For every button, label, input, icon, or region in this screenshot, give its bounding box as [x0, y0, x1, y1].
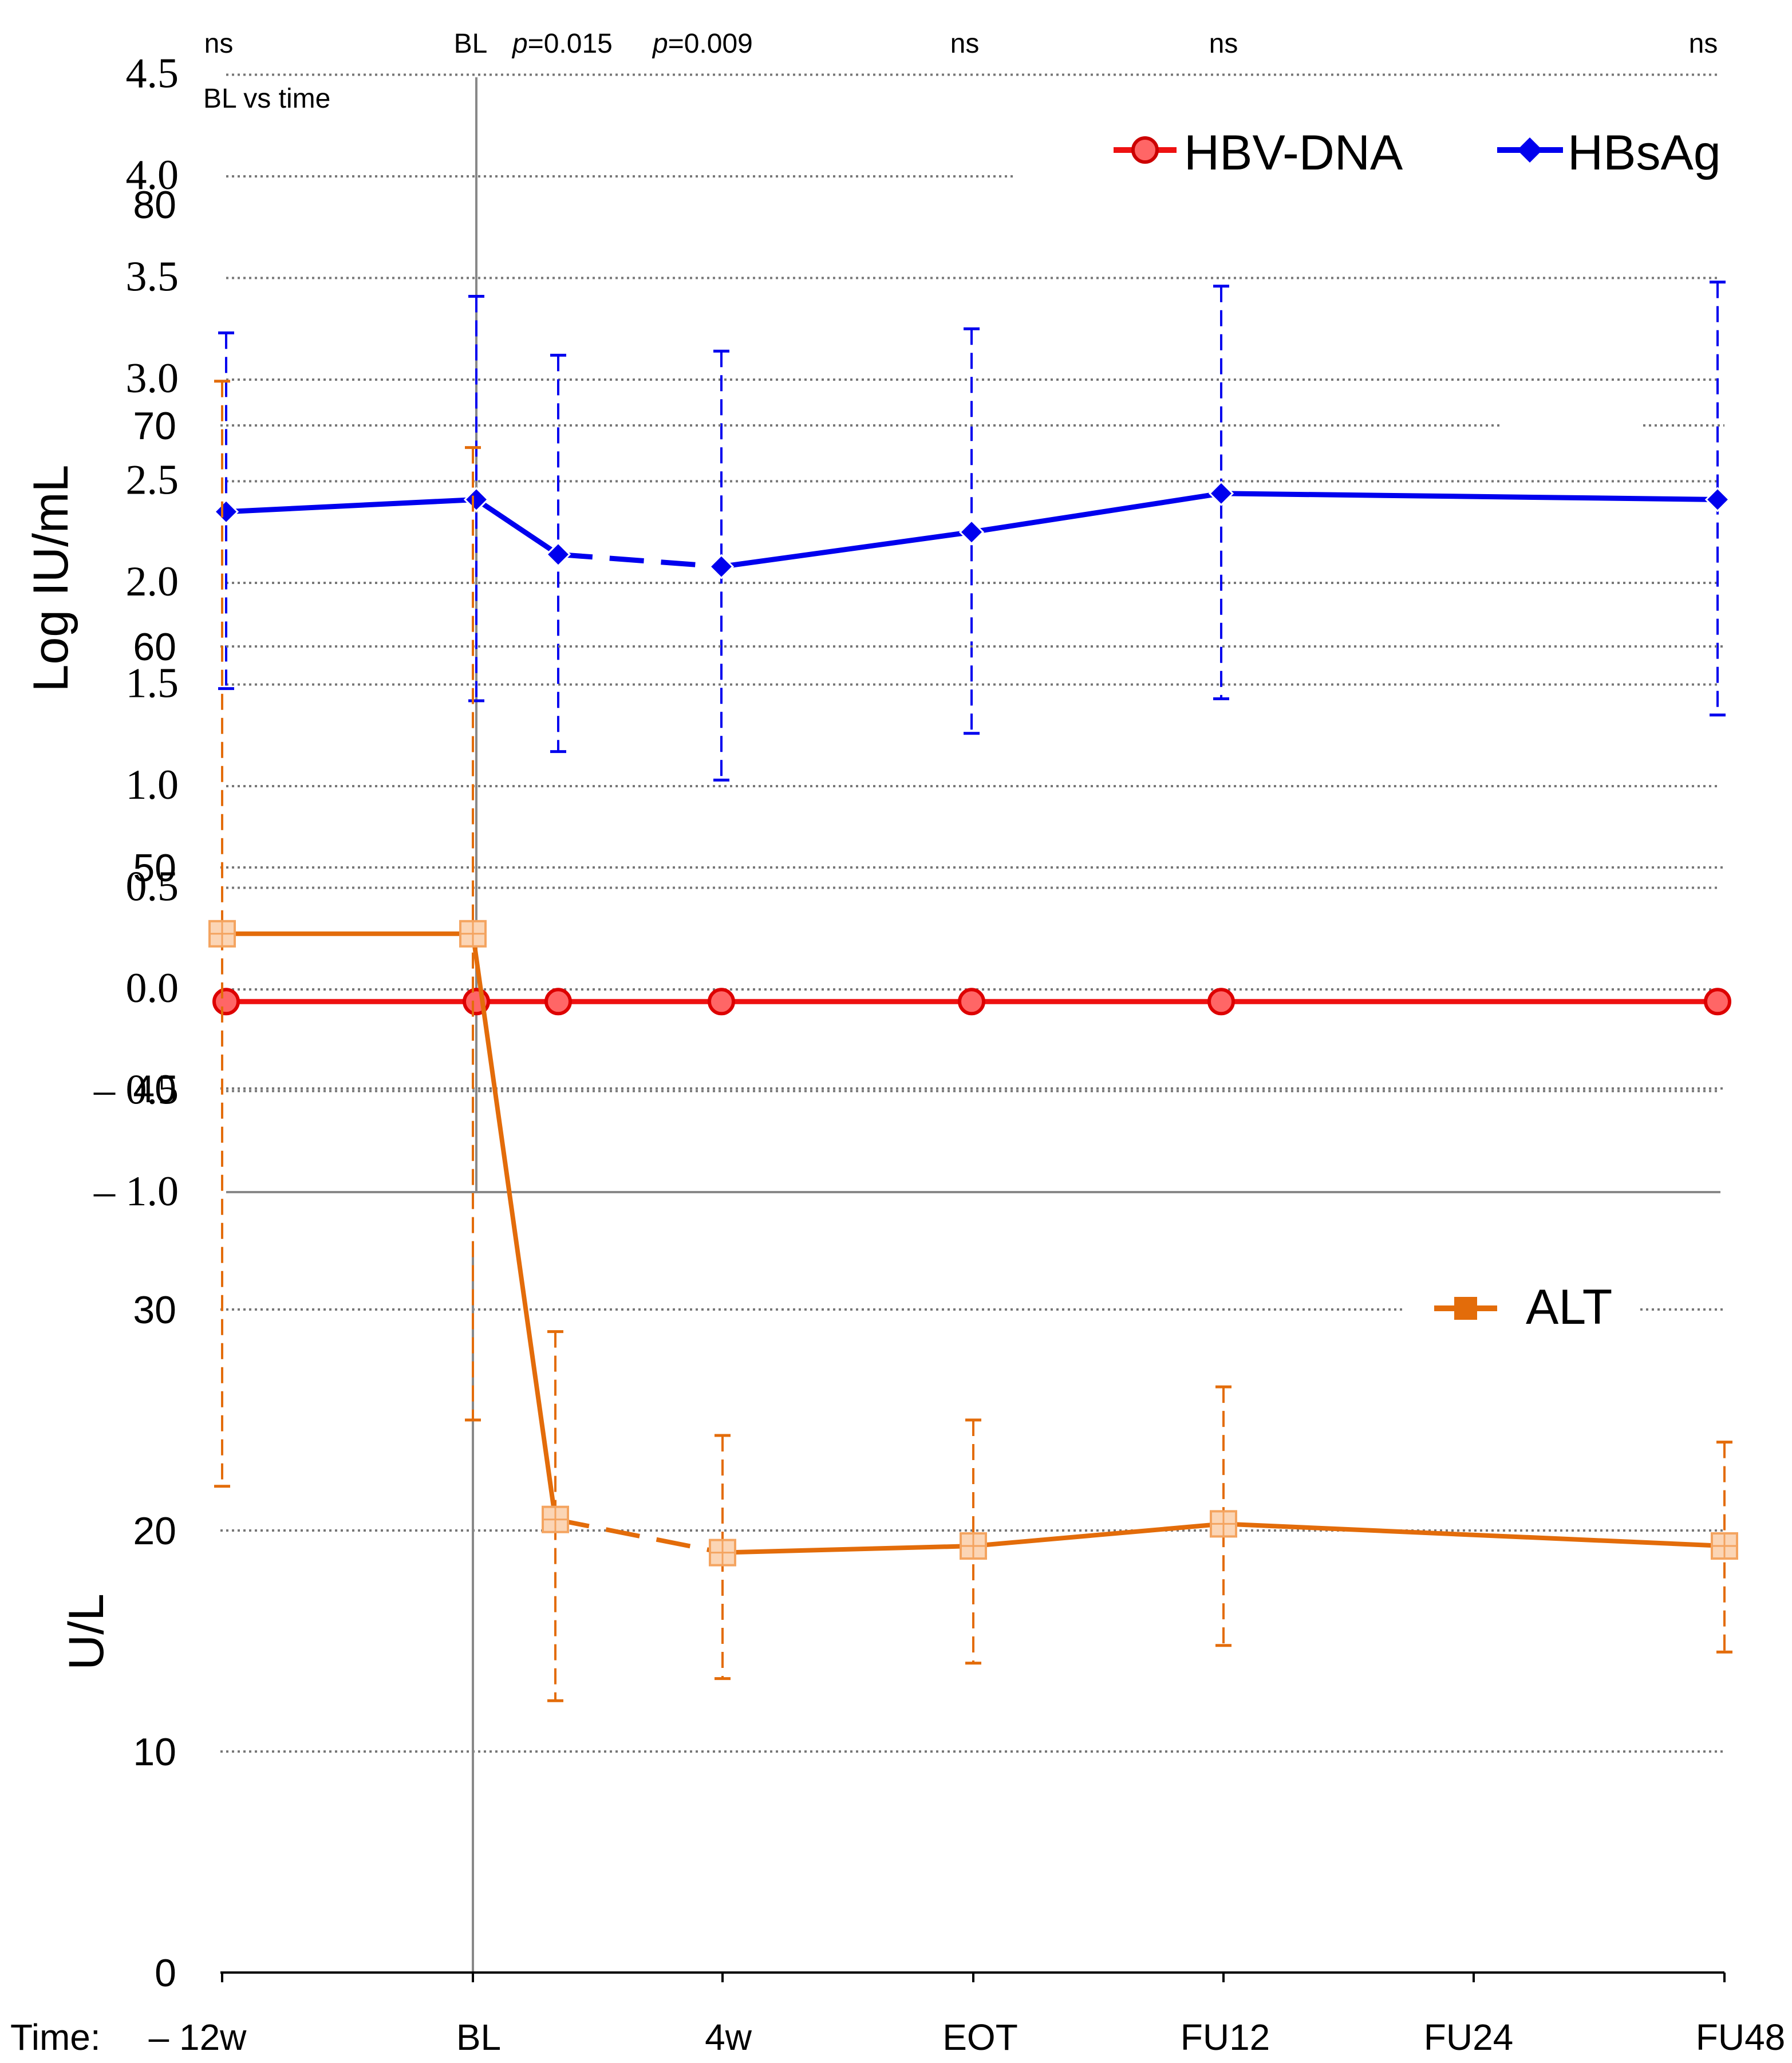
bottom-y-tick-label: 20: [133, 1509, 176, 1553]
hbsag-point: [463, 487, 490, 512]
hbv-dna-point: [544, 988, 572, 1016]
bottom-y-tick-label: 0: [155, 1951, 176, 1995]
hbv-dna-point: [958, 988, 985, 1016]
hbsag-line-segment: [558, 551, 722, 570]
top-y-tick-label: 3.5: [126, 254, 179, 301]
bottom-y-tick-labels: 80 70 60 50 40 30 20 10 0: [133, 183, 176, 1995]
top-y-tick-label: 3.0: [126, 355, 179, 402]
x-tick-label: – 12w: [149, 2017, 247, 2058]
x-axis-label: Time:: [10, 2017, 101, 2058]
hbsag-line-segment: [971, 491, 1222, 535]
top-legend: HBV-DNA HBsAg: [1085, 115, 1726, 200]
alt-line-segment: [1223, 1521, 1725, 1549]
top-y-axis-label: Log IU/mL: [23, 465, 78, 692]
hbsag-point: [958, 519, 985, 545]
top-y-tick-label: 0.5: [126, 863, 179, 910]
bottom-y-tick-label: 40: [133, 1067, 176, 1111]
bottom-y-tick-label: 30: [133, 1288, 176, 1332]
legend-alt-label: ALT: [1526, 1280, 1612, 1335]
top-y-tick-labels: 4.5 4.0 3.5 3.0 2.5 2.0 1.5 1.0 0.5 0.0 – 0.5 – 1.0: [93, 50, 179, 1216]
top-y-tick-label: 1.0: [126, 762, 179, 808]
x-tick-label: FU48: [1696, 2017, 1786, 2058]
legend-alt-marker: [1454, 1297, 1477, 1320]
hbsag-point: [708, 554, 735, 579]
header-annotations: ns BL vs time BL p=0.015 p=0.009 ns ns n…: [203, 29, 1718, 114]
hbv-dna-point: [1207, 988, 1235, 1016]
hbsag-point: [213, 499, 239, 524]
bottom-y-axis-label: U/L: [59, 1593, 114, 1670]
top-y-tick-label: – 1.0: [93, 1168, 179, 1215]
hbv-dna-point: [212, 988, 240, 1016]
hbv-dna-point: [1704, 988, 1731, 1016]
bottom-legend: ALT: [1406, 1263, 1640, 1348]
x-tick-label: EOT: [942, 2017, 1018, 2058]
bottom-y-tick-label: 10: [133, 1730, 176, 1774]
header-label-p-0015: p=0.015: [511, 29, 613, 59]
alt-line-segment: [973, 1521, 1224, 1549]
hbsag-line-segment: [226, 496, 477, 515]
hbsag-point: [545, 542, 571, 567]
bottom-y-tick-label: 70: [133, 404, 176, 448]
legend-hbv-dna-label: HBV-DNA: [1184, 125, 1403, 180]
x-tick-label: FU24: [1424, 2017, 1514, 2058]
top-y-tick-label: 2.0: [126, 558, 179, 605]
header-label-ns-fu48: ns: [1689, 29, 1718, 59]
alt-line-segment: [555, 1517, 723, 1555]
bottom-series-layer: [208, 380, 1738, 1702]
legend-hbsag-label: HBsAg: [1568, 125, 1721, 180]
top-gridlines: [226, 73, 1720, 1092]
legend-hbsag-marker: [1517, 137, 1542, 163]
alt-line-segment: [471, 933, 558, 1520]
legend-backdrop: [1085, 115, 1726, 200]
bottom-x-ticks: – 12w BL 4w EOT FU12 FU24 FU48: [149, 1973, 1786, 2058]
hbsag-line-segment: [475, 497, 560, 557]
legend-hbv-dna-marker: [1131, 136, 1159, 164]
header-label-ns-1: ns: [204, 29, 234, 59]
hbsag-point: [1704, 487, 1731, 512]
top-y-tick-label: 1.5: [126, 660, 179, 707]
hbsag-line-segment: [721, 529, 972, 570]
alt-line-segment: [722, 1544, 974, 1555]
bottom-y-tick-label: 60: [133, 625, 176, 669]
top-y-tick-label: 0.0: [126, 965, 179, 1012]
top-y-tick-label: 2.5: [126, 457, 179, 504]
bottom-y-tick-label: 50: [133, 846, 176, 890]
x-tick-label: FU12: [1181, 2017, 1270, 2058]
top-y-tick-label: 4.0: [126, 152, 179, 199]
hbsag-line-segment: [1221, 491, 1718, 502]
hbsag-point: [1208, 480, 1234, 506]
header-label-ns-eot: ns: [950, 29, 980, 59]
header-label-p-0009: p=0.009: [652, 29, 753, 59]
header-label-ns-fu12: ns: [1209, 29, 1238, 59]
header-label-bl: BL: [454, 29, 488, 59]
top-series-layer: [212, 281, 1731, 1016]
subtitle-bl-vs-time: BL vs time: [203, 84, 330, 114]
hbv-dna-point: [708, 988, 735, 1016]
top-y-tick-label: – 0.5: [93, 1067, 179, 1114]
x-tick-label: BL: [456, 2017, 501, 2058]
top-y-tick-label: 4.5: [126, 50, 179, 97]
x-tick-label: 4w: [705, 2017, 752, 2058]
bottom-y-tick-label: 80: [133, 183, 176, 227]
